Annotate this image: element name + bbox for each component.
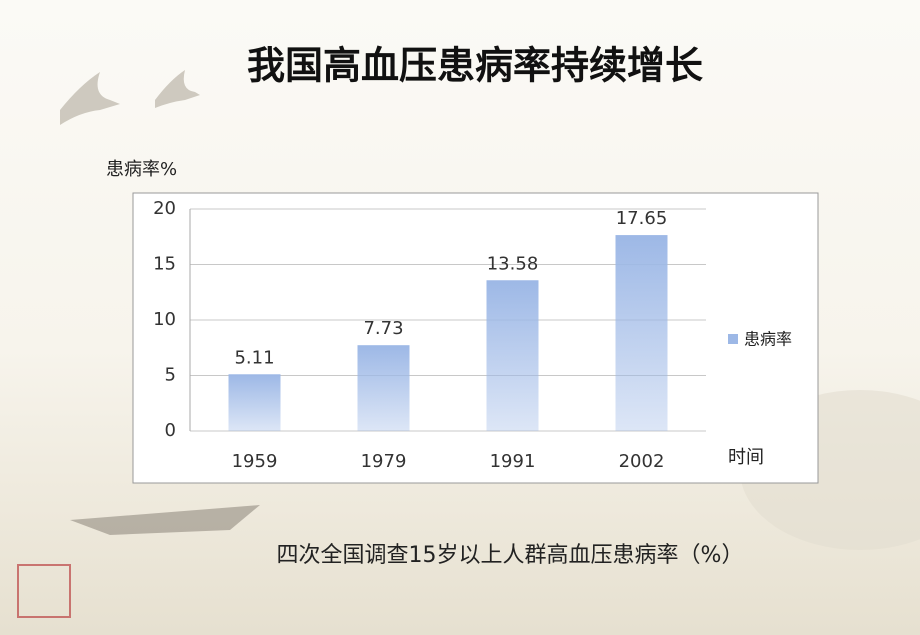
x-tick-label: 2002	[619, 451, 665, 472]
legend-label: 患病率	[744, 330, 792, 349]
data-label: 5.11	[234, 347, 274, 368]
x-tick-label: 1991	[490, 451, 536, 472]
decor-boat	[70, 505, 260, 535]
bar	[228, 374, 281, 431]
decor-crane	[60, 72, 120, 125]
decor-seal	[17, 564, 71, 618]
data-label: 13.58	[487, 253, 539, 274]
chart-title: 我国高血压患病率持续增长	[247, 44, 703, 88]
data-label: 7.73	[363, 318, 403, 339]
bar	[357, 345, 410, 431]
plot-frame	[132, 192, 819, 484]
y-tick-label: 15	[153, 254, 176, 275]
data-label: 17.65	[616, 208, 668, 229]
caption: 四次全国调查15岁以上人群高血压患病率（%）	[277, 543, 744, 568]
decor-crane	[155, 70, 200, 108]
y-tick-label: 5	[165, 365, 176, 386]
bar	[486, 280, 539, 431]
x-tick-label: 1979	[361, 451, 407, 472]
bar	[615, 235, 668, 431]
x-tick-label: 1959	[232, 451, 278, 472]
y-tick-label: 20	[153, 198, 176, 219]
y-tick-label: 0	[165, 420, 176, 441]
y-tick-label: 10	[153, 309, 176, 330]
x-axis-label: 时间	[728, 447, 764, 468]
legend-swatch	[728, 334, 738, 344]
y-axis-label: 患病率%	[106, 159, 177, 180]
